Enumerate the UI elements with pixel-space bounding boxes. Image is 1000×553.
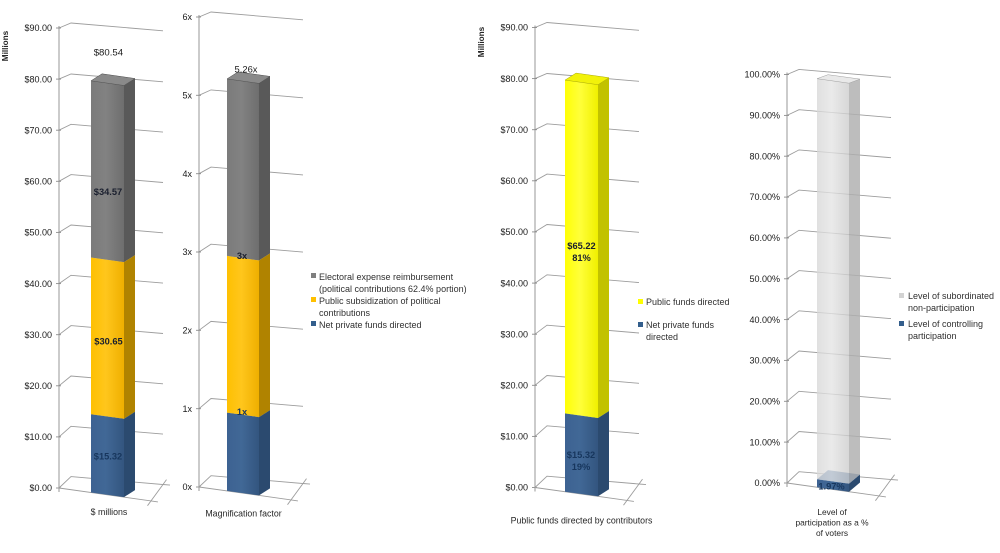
svg-text:20.00%: 20.00%: [749, 397, 780, 407]
svg-text:70.00%: 70.00%: [749, 192, 780, 202]
svg-text:5.26x: 5.26x: [235, 63, 258, 74]
svg-text:participation as a %: participation as a %: [795, 518, 869, 528]
svg-text:$30.00: $30.00: [24, 330, 52, 340]
svg-text:$90.00: $90.00: [500, 23, 528, 33]
svg-text:3x: 3x: [237, 251, 248, 261]
svg-text:10.00%: 10.00%: [749, 437, 780, 447]
svg-text:$65.22: $65.22: [567, 241, 595, 251]
svg-text:$90.00: $90.00: [24, 23, 52, 33]
svg-text:$15.32: $15.32: [567, 450, 595, 460]
svg-text:Level of controlling: Level of controlling: [908, 319, 983, 329]
svg-text:Public subsidization of politi: Public subsidization of political: [319, 296, 441, 306]
svg-text:50.00%: 50.00%: [749, 274, 780, 284]
svg-text:$10.00: $10.00: [24, 432, 52, 442]
svg-text:6x: 6x: [182, 12, 192, 22]
svg-text:$50.00: $50.00: [500, 227, 528, 237]
svg-text:Level of: Level of: [817, 507, 847, 517]
svg-text:Magnification factor: Magnification factor: [205, 509, 281, 519]
svg-text:1x: 1x: [182, 404, 192, 414]
svg-text:100.00%: 100.00%: [744, 70, 780, 80]
svg-text:$15.32: $15.32: [94, 452, 122, 462]
svg-text:60.00%: 60.00%: [749, 233, 780, 243]
svg-text:$80.54: $80.54: [94, 47, 124, 58]
svg-text:80.00%: 80.00%: [749, 151, 780, 161]
svg-text:of voters: of voters: [816, 528, 848, 538]
svg-text:$30.00: $30.00: [500, 329, 528, 339]
svg-text:$40.00: $40.00: [500, 278, 528, 288]
svg-text:$40.00: $40.00: [24, 279, 52, 289]
svg-text:19%: 19%: [572, 462, 591, 472]
svg-text:$50.00: $50.00: [24, 228, 52, 238]
svg-text:non-participation: non-participation: [908, 303, 975, 313]
svg-text:$70.00: $70.00: [500, 125, 528, 135]
svg-text:$20.00: $20.00: [24, 381, 52, 391]
svg-text:90.00%: 90.00%: [749, 111, 780, 121]
svg-text:$10.00: $10.00: [500, 432, 528, 442]
svg-text:4x: 4x: [182, 169, 192, 179]
svg-text:(political contributions 62.4%: (political contributions 62.4% portion): [319, 284, 467, 294]
svg-text:directed: directed: [646, 332, 678, 342]
svg-text:0.00%: 0.00%: [754, 478, 780, 488]
svg-text:$0.00: $0.00: [29, 483, 52, 493]
svg-text:3x: 3x: [182, 247, 192, 257]
svg-text:Level of subordinated: Level of subordinated: [908, 291, 994, 301]
svg-text:$34.57: $34.57: [94, 187, 122, 197]
svg-text:Net private funds directed: Net private funds directed: [319, 320, 422, 330]
svg-text:$0.00: $0.00: [505, 483, 528, 493]
svg-text:Millions: Millions: [477, 26, 486, 57]
svg-text:Public funds directed by contr: Public funds directed by contributors: [511, 516, 653, 526]
svg-text:$70.00: $70.00: [24, 125, 52, 135]
svg-text:$60.00: $60.00: [24, 177, 52, 187]
svg-text:$80.00: $80.00: [500, 74, 528, 84]
svg-text:0x: 0x: [182, 482, 192, 492]
svg-text:Net private funds: Net private funds: [646, 320, 715, 330]
svg-text:Electoral expense reimbursemen: Electoral expense reimbursement: [319, 272, 454, 282]
svg-text:$80.00: $80.00: [24, 74, 52, 84]
svg-text:2x: 2x: [182, 326, 192, 336]
svg-text:81%: 81%: [572, 253, 591, 263]
svg-text:40.00%: 40.00%: [749, 315, 780, 325]
svg-text:Public funds directed: Public funds directed: [646, 297, 730, 307]
svg-text:1.97%: 1.97%: [818, 482, 845, 492]
svg-text:$20.00: $20.00: [500, 381, 528, 391]
svg-text:$60.00: $60.00: [500, 176, 528, 186]
svg-text:contributions: contributions: [319, 308, 371, 318]
svg-text:30.00%: 30.00%: [749, 356, 780, 366]
svg-text:1x: 1x: [237, 407, 248, 417]
svg-text:$30.65: $30.65: [94, 337, 122, 347]
svg-text:participation: participation: [908, 331, 957, 341]
svg-text:$ millions: $ millions: [91, 507, 128, 517]
svg-text:5x: 5x: [182, 91, 192, 101]
svg-text:Millions: Millions: [1, 30, 10, 61]
